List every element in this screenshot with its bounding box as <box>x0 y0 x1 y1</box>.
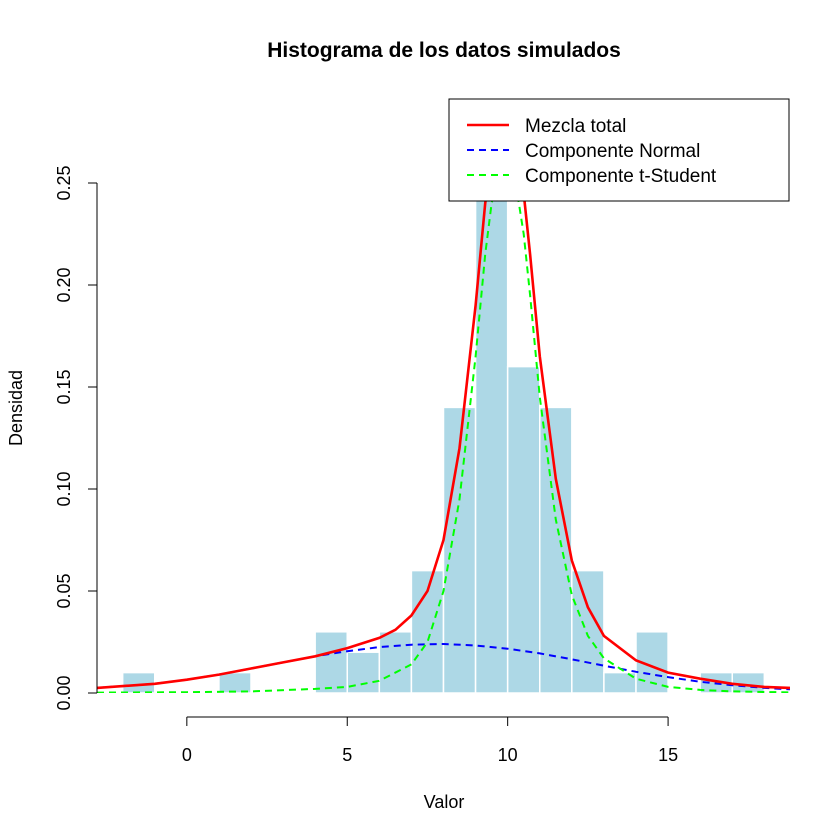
histogram-bar-0 <box>121 671 156 694</box>
x-tick-label: 15 <box>658 745 678 765</box>
histogram-bar-14 <box>571 569 605 694</box>
x-axis-label: Valor <box>424 792 465 812</box>
x-tick-label: 0 <box>182 745 192 765</box>
series-line-componente-normal <box>97 642 790 691</box>
legend-box <box>448 98 790 202</box>
legend-label: Componente Normal <box>525 141 700 162</box>
legend-label: Componente t-Student <box>525 166 717 187</box>
histogram-bar-8 <box>378 631 413 694</box>
legend: Mezcla total Componente Normal Componente … <box>448 98 790 202</box>
y-tick-label: 0.20 <box>54 267 74 302</box>
x-axis: 0 5 10 15 <box>182 716 678 765</box>
series-line-mezcla-total <box>97 183 790 690</box>
y-tick-label: 0.05 <box>54 573 74 608</box>
y-axis-label: Densidad <box>6 370 26 446</box>
histogram-bar-3 <box>218 671 252 694</box>
x-tick-label: 10 <box>498 745 518 765</box>
y-tick-label: 0.00 <box>54 675 74 710</box>
histogram-bar-6 <box>314 631 348 694</box>
density-curves <box>97 183 790 693</box>
histogram-bar-13 <box>539 406 573 694</box>
x-tick-label: 5 <box>342 745 352 765</box>
y-tick-label: 0.10 <box>54 471 74 506</box>
histogram-bars <box>121 182 766 694</box>
legend-label: Mezcla total <box>525 116 626 137</box>
histogram-bar-19 <box>731 671 766 694</box>
y-axis: 0.00 0.05 0.10 0.15 0.20 0.25 <box>54 165 98 711</box>
histogram-bar-12 <box>506 365 541 694</box>
chart-title: Histograma de los datos simulados <box>267 39 621 62</box>
y-tick-label: 0.25 <box>54 165 74 200</box>
y-tick-label: 0.15 <box>54 369 74 404</box>
